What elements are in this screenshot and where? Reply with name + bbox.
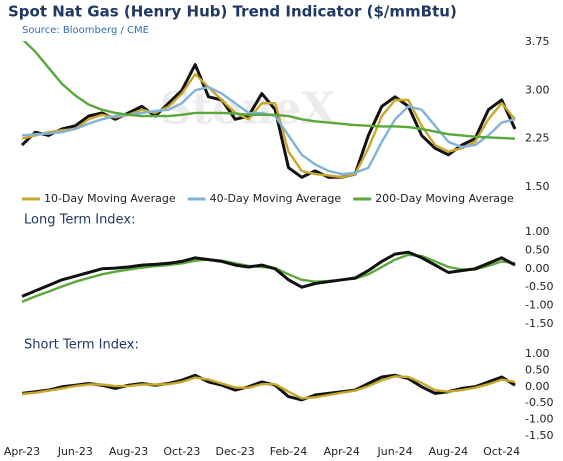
series-line — [21, 375, 516, 400]
panel-title: Short Term Index: — [24, 338, 139, 353]
y-tick-label: 0.50 — [525, 363, 550, 376]
x-tick-label: Aug-24 — [429, 445, 468, 458]
y-tick-label: 3.75 — [525, 35, 550, 48]
plot — [20, 41, 517, 179]
y-tick-label: -1.00 — [525, 299, 553, 312]
source: Source: Bloomberg / CME — [22, 25, 149, 36]
plot — [21, 373, 516, 402]
x-tick-label: Oct-24 — [483, 445, 520, 458]
y-tick-label: 0.00 — [525, 262, 550, 275]
legend-label: 40-Day Moving Average — [210, 192, 342, 205]
x-tick-label: Jun-23 — [57, 445, 93, 458]
y-tick-label: 1.50 — [525, 180, 550, 193]
panel-title: Long Term Index: — [24, 213, 135, 228]
y-tick-label: -1.50 — [525, 429, 553, 442]
x-tick-label: Oct-23 — [163, 445, 200, 458]
x-tick-label: Feb-24 — [270, 445, 307, 458]
y-tick-label: 0.00 — [525, 380, 550, 393]
watermark: StoneX — [160, 84, 336, 135]
series-line — [21, 253, 516, 304]
series-line — [21, 250, 516, 298]
x-tick-label: Jun-24 — [377, 445, 413, 458]
y-tick-label: 3.00 — [525, 83, 550, 96]
series-line — [21, 73, 516, 179]
y-tick-label: -0.50 — [525, 280, 553, 293]
series-line — [20, 63, 517, 179]
x-tick-label: Dec-23 — [216, 445, 255, 458]
x-tick-label: Aug-23 — [109, 445, 148, 458]
y-tick-label: -1.50 — [525, 317, 553, 330]
series-line — [21, 373, 516, 402]
chart-title: Spot Nat Gas (Henry Hub) Trend Indicator… — [8, 3, 457, 21]
x-tick-label: Apr-23 — [4, 445, 40, 458]
y-tick-label: 1.00 — [525, 347, 550, 360]
x-tick-label: Apr-24 — [324, 445, 360, 458]
y-tick-label: 2.25 — [525, 132, 550, 145]
y-tick-label: 0.50 — [525, 243, 550, 256]
y-tick-label: 1.00 — [525, 225, 550, 238]
series-line — [22, 41, 516, 140]
plot — [21, 250, 516, 304]
legend-label: 200-Day Moving Average — [375, 192, 514, 205]
legend-label: 10-Day Moving Average — [44, 192, 176, 205]
y-tick-label: -0.50 — [525, 396, 553, 409]
y-tick-label: -1.00 — [525, 413, 553, 426]
